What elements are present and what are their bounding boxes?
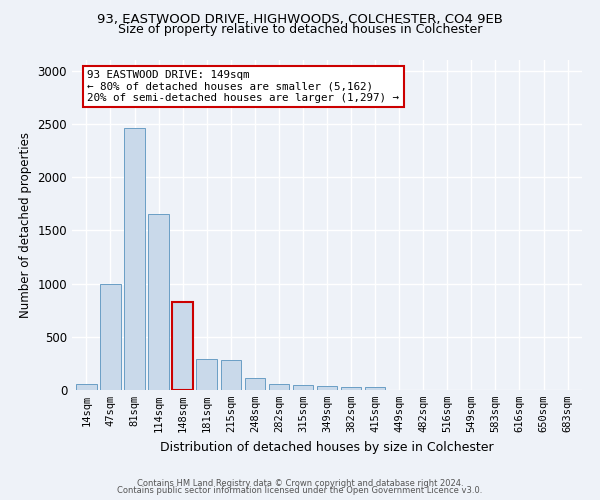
Bar (293, 384, 313, 390)
Bar (148, 214, 169, 390)
Text: Contains public sector information licensed under the Open Government Licence v3: Contains public sector information licen… (118, 486, 482, 495)
Bar (245, 378, 265, 390)
Bar (124, 128, 145, 390)
Bar (196, 359, 217, 390)
Bar (76, 384, 97, 390)
Y-axis label: Number of detached properties: Number of detached properties (19, 132, 32, 318)
Text: Contains HM Land Registry data © Crown copyright and database right 2024.: Contains HM Land Registry data © Crown c… (137, 478, 463, 488)
Bar (317, 386, 337, 390)
Bar (341, 388, 361, 390)
Bar (100, 284, 121, 390)
Bar (269, 384, 289, 390)
Bar (172, 302, 193, 390)
Bar (221, 360, 241, 390)
Bar (365, 387, 385, 390)
Text: 93, EASTWOOD DRIVE, HIGHWOODS, COLCHESTER, CO4 9EB: 93, EASTWOOD DRIVE, HIGHWOODS, COLCHESTE… (97, 12, 503, 26)
X-axis label: Distribution of detached houses by size in Colchester: Distribution of detached houses by size … (160, 440, 494, 454)
Text: Size of property relative to detached houses in Colchester: Size of property relative to detached ho… (118, 22, 482, 36)
Text: 93 EASTWOOD DRIVE: 149sqm
← 80% of detached houses are smaller (5,162)
20% of se: 93 EASTWOOD DRIVE: 149sqm ← 80% of detac… (88, 70, 400, 103)
